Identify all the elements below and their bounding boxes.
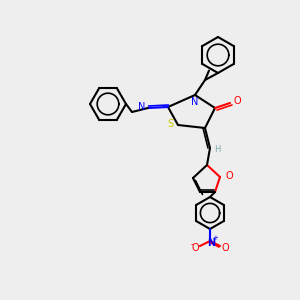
Text: N: N bbox=[138, 102, 145, 112]
Text: -: - bbox=[190, 241, 194, 250]
Text: H: H bbox=[214, 146, 220, 154]
Text: +: + bbox=[212, 235, 218, 241]
Text: N: N bbox=[191, 97, 199, 107]
Text: O: O bbox=[221, 243, 229, 253]
Text: O: O bbox=[233, 96, 241, 106]
Text: S: S bbox=[167, 119, 173, 129]
Text: O: O bbox=[191, 243, 199, 253]
Text: N: N bbox=[207, 238, 215, 248]
Text: O: O bbox=[225, 171, 232, 181]
